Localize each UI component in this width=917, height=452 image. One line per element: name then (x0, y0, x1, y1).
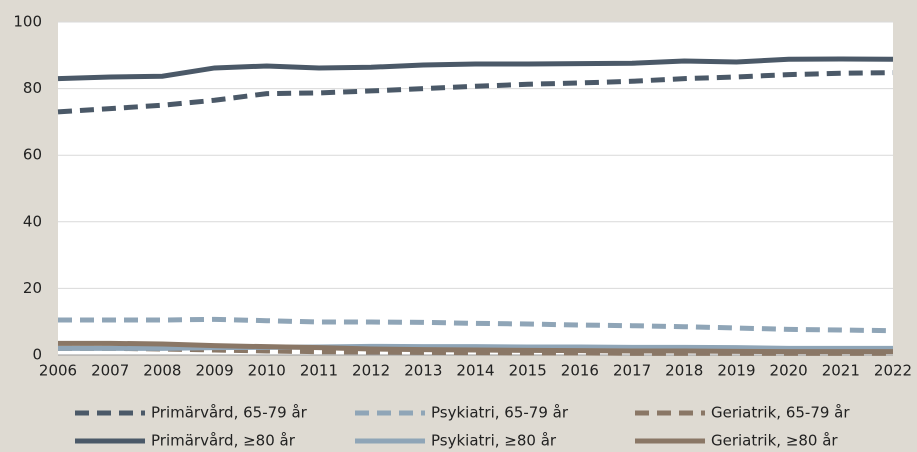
y-tick-label: 40 (23, 212, 42, 230)
series-line (58, 343, 893, 351)
plot-area (58, 22, 893, 355)
x-tick-label: 2011 (300, 362, 338, 380)
x-tick-label: 2008 (143, 362, 181, 380)
legend-label: Geriatrik, ≥80 år (711, 432, 838, 450)
x-tick-label: 2016 (561, 362, 599, 380)
x-tick-label: 2018 (665, 362, 703, 380)
legend-label: Primärvård, ≥80 år (151, 432, 296, 450)
x-tick-label: 2006 (39, 362, 77, 380)
series-line (58, 340, 893, 355)
x-tick-label: 2015 (509, 362, 547, 380)
y-tick-label: 20 (23, 279, 42, 297)
y-tick-label: 80 (23, 79, 42, 97)
series-line (57, 56, 894, 82)
x-tick-label: 2013 (404, 362, 442, 380)
legend-label: Psykiatri, ≥80 år (431, 432, 557, 450)
x-tick-label: 2009 (195, 362, 233, 380)
x-tick-label: 2022 (874, 362, 912, 380)
x-tick-label: 2010 (248, 362, 286, 380)
x-tick-label: 2019 (717, 362, 755, 380)
x-tick-label: 2007 (91, 362, 129, 380)
series-line (58, 316, 894, 334)
x-tick-label: 2012 (352, 362, 390, 380)
y-tick-label: 60 (23, 146, 42, 164)
legend-label: Primärvård, 65-79 år (151, 404, 308, 422)
x-tick-label: 2017 (613, 362, 651, 380)
x-tick-label: 2020 (770, 362, 808, 380)
y-tick-label: 100 (13, 13, 42, 31)
y-tick-label: 0 (32, 346, 42, 364)
series-line (57, 70, 894, 115)
x-tick-label: 2014 (456, 362, 494, 380)
legend-label: Geriatrik, 65-79 år (711, 404, 850, 422)
x-tick-label: 2021 (822, 362, 860, 380)
legend-label: Psykiatri, 65-79 år (431, 404, 569, 422)
